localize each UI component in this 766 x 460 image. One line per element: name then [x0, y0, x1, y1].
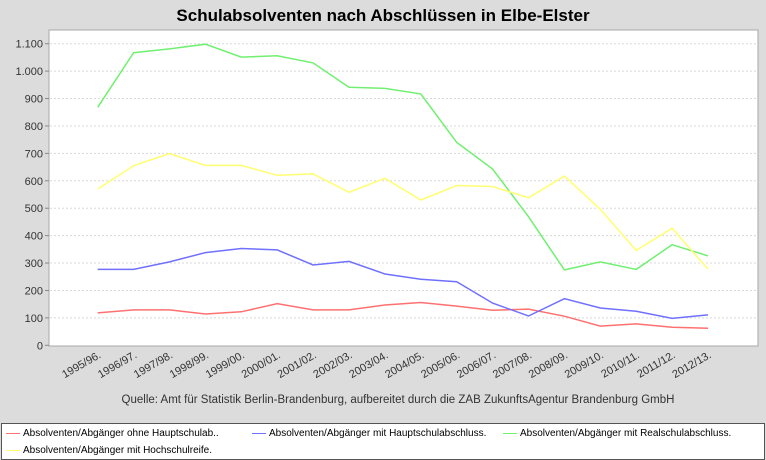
- legend-label: Absolventen/Abgänger mit Hochschulreife.: [23, 445, 212, 456]
- chart-title: Schulabsolventen nach Abschlüssen in Elb…: [176, 6, 590, 25]
- x-tick-label: 2006/07.: [455, 349, 498, 381]
- legend-swatch: [6, 449, 20, 451]
- x-tick-label: 2011/12.: [635, 349, 677, 380]
- y-tick-label: 1.000: [15, 66, 43, 78]
- x-tick-label: 2005/06.: [419, 349, 462, 381]
- y-tick-label: 300: [25, 258, 43, 270]
- x-tick-label: 1997/98.: [132, 349, 175, 381]
- legend-label: Absolventen/Abgänger ohne Hauptschulab..: [23, 428, 219, 439]
- series-line-3: [97, 152, 709, 270]
- y-tick-label: 1.100: [15, 39, 43, 51]
- legend-item-hauptschulabschluss: Absolventen/Abgänger mit Hauptschulabsch…: [252, 428, 486, 439]
- y-tick-label: 900: [25, 94, 43, 106]
- x-tick-label: 2004/05.: [383, 349, 426, 381]
- x-tick-label: 2012/13.: [670, 349, 713, 381]
- legend-swatch: [252, 432, 266, 434]
- legend-swatch: [6, 432, 20, 434]
- series-line-2: [97, 43, 709, 271]
- x-tick-label: 1999/00.: [204, 349, 247, 381]
- x-tick-label: 1995/96.: [60, 349, 103, 381]
- y-tick-label: 600: [25, 176, 43, 188]
- x-tick-label: 2003/04.: [347, 349, 390, 381]
- legend-label: Absolventen/Abgänger mit Hauptschulabsch…: [269, 428, 487, 439]
- y-tick-label: 700: [25, 148, 43, 160]
- legend-swatch: [503, 432, 517, 434]
- line-chart: Schulabsolventen nach Abschlüssen in Elb…: [15, 6, 759, 406]
- x-tick-label: 2010/11.: [599, 349, 641, 380]
- series-line-0: [97, 301, 709, 330]
- x-tick-label: 1996/97.: [96, 349, 139, 381]
- series-line-1: [97, 247, 709, 320]
- legend: Absolventen/Abgänger ohne Hauptschulab..…: [1, 423, 765, 460]
- x-tick-label: 2007/08.: [491, 349, 534, 381]
- y-tick-label: 500: [25, 203, 43, 215]
- legend-label: Absolventen/Abgänger mit Realschulabschl…: [520, 428, 732, 439]
- y-tick-label: 400: [25, 231, 43, 243]
- x-tick-label: 2000/01.: [240, 349, 283, 381]
- x-tick-label: 2008/09.: [527, 349, 570, 381]
- x-tick-label: 2001/02.: [276, 349, 319, 381]
- legend-item-realschulabschluss: Absolventen/Abgänger mit Realschulabschl…: [503, 428, 731, 439]
- x-tick-label: 2002/03.: [311, 349, 354, 381]
- x-tick-label: 1998/99.: [168, 349, 211, 381]
- y-tick-label: 800: [25, 121, 43, 133]
- plot-area: [48, 29, 759, 347]
- y-tick-label: 200: [25, 285, 43, 297]
- y-tick-label: 100: [25, 313, 43, 325]
- legend-item-ohne-hauptschulabschluss: Absolventen/Abgänger ohne Hauptschulab..: [6, 428, 219, 439]
- chart-source: Quelle: Amt für Statistik Berlin-Branden…: [122, 394, 675, 406]
- x-tick-label: 2009/10.: [563, 349, 606, 381]
- legend-item-hochschulreife: Absolventen/Abgänger mit Hochschulreife.: [6, 445, 212, 456]
- y-tick-label: 0: [37, 340, 43, 352]
